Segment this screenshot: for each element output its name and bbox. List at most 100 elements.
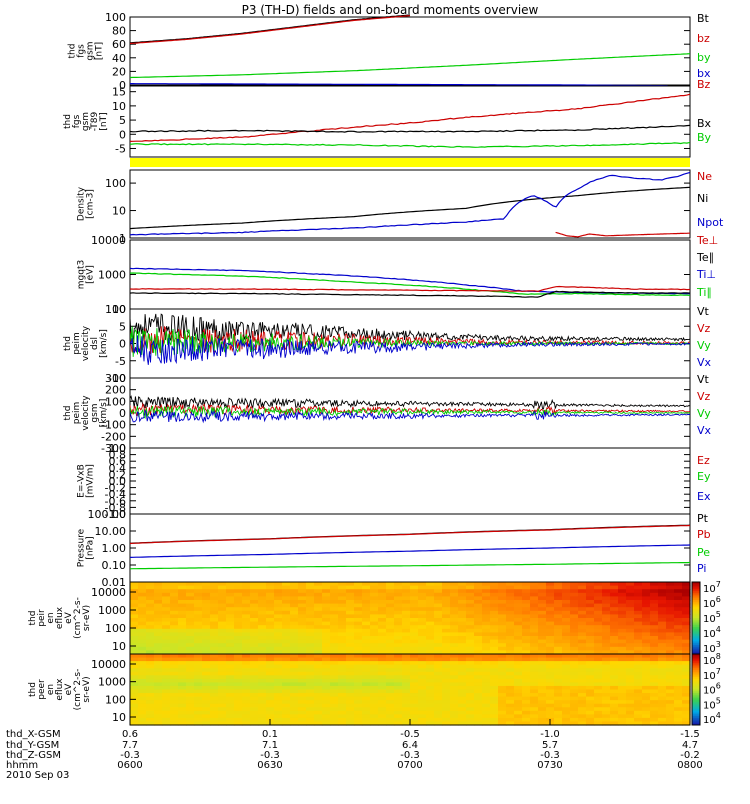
- peer-ylabel-line: thd: [28, 682, 38, 697]
- series-temperature-Ti: [130, 272, 690, 297]
- y-tick-label: 0.01: [102, 576, 127, 589]
- ephemeris-label: thd_Z-GSM: [6, 750, 61, 761]
- pressure-ylabel-line: [nPa]: [86, 536, 96, 559]
- y-tick-label: 60: [112, 38, 126, 51]
- panel-frame: [129, 513, 691, 583]
- y-tick-label: -0.8: [105, 501, 126, 514]
- panel-frame: [129, 447, 691, 515]
- flag-bar: [130, 158, 690, 167]
- spectrogram-peer: 10000 1000 100 10 thd peer en eflux eV (cm^2-s-sr…: [28, 652, 721, 726]
- colorbar-tick-label: 103: [703, 640, 721, 655]
- series-pressure-Pi: [130, 544, 690, 558]
- ephemeris-value: -1.5: [680, 729, 700, 740]
- legend-density-Ni: Ni: [697, 192, 708, 205]
- peim_gsm-ylabel-line: [km/s]: [99, 399, 109, 428]
- t89-ylabel-line: fgs: [72, 114, 82, 128]
- y-tick-label: 10000: [91, 658, 126, 671]
- panel-efield: 1.00.80.60.40.20.0-0.2-0.4-0.6-0.8-1.0 E=…: [77, 442, 711, 521]
- peir-ylabel-line: (cm^2-s-: [73, 597, 83, 639]
- peim_dsl-ylabel-line: thd: [63, 336, 73, 351]
- fgs-ylabel-line: fgs: [77, 44, 87, 58]
- series-t89-Bx: [130, 124, 690, 133]
- peim_dsl-ylabel-line: velocity: [81, 325, 91, 361]
- ephemeris-value: -0.2: [680, 750, 700, 761]
- y-tick-label: -200: [101, 430, 126, 443]
- peer-ylabel-line: eflux: [55, 678, 65, 701]
- peer-ylabel-line: eV: [64, 683, 74, 696]
- y-tick-label: 0: [119, 128, 126, 141]
- y-tick-label: 20: [112, 65, 126, 78]
- y-tick-label: 1.0: [109, 442, 127, 455]
- series-temperature-Te: [130, 285, 690, 293]
- legend-fgs-bz: bz: [697, 32, 710, 45]
- y-tick-label: 100.00: [88, 508, 127, 521]
- peir-ylabel-line: en: [46, 612, 56, 623]
- y-tick-label: -0.4: [105, 488, 126, 501]
- peim_gsm-ylabel-line: thd: [63, 406, 73, 421]
- peir-ylabel-line: eV: [64, 611, 74, 624]
- efield-ylabel-line: E=-VxB: [77, 464, 87, 498]
- density-ylabel-line: Density: [77, 186, 87, 221]
- y-tick-label: 1000: [98, 676, 126, 689]
- ephemeris-value: -0.5: [400, 729, 420, 740]
- legend-peim_gsm-Vx: Vx: [697, 424, 712, 437]
- y-tick-label: -0.2: [105, 482, 126, 495]
- y-tick-label: -100: [101, 419, 126, 432]
- colorbar-tick-label: 105: [703, 696, 721, 711]
- y-tick-label: 0.10: [102, 559, 127, 572]
- y-tick-label: 100: [105, 622, 126, 635]
- legend-pressure-Pb: Pb: [697, 528, 711, 541]
- panel-frame: [129, 16, 691, 86]
- panel-frame: [129, 377, 691, 449]
- y-tick-label: 100: [105, 177, 126, 190]
- series-fgs-by: [130, 53, 690, 79]
- y-tick-label: 100: [105, 303, 126, 316]
- y-tick-label: 10: [112, 100, 126, 113]
- colorbar-tick-label: 105: [703, 610, 721, 625]
- y-tick-label: -0.6: [105, 495, 126, 508]
- t89-ylabel-line: thd: [63, 114, 73, 129]
- peim_dsl-ylabel-line: peim: [72, 332, 82, 355]
- legend-peim_dsl-Vy: Vy: [697, 339, 711, 352]
- panel-density: 100 10 1 Density [cm-3] Ne Ni Npot: [77, 169, 724, 245]
- peir-ylabel-line: eflux: [55, 606, 65, 629]
- peim_gsm-ylabel-line: peim: [72, 402, 82, 425]
- panel-frame: [129, 85, 691, 158]
- panel-frame: [129, 169, 691, 239]
- y-tick-label: 10: [112, 640, 126, 653]
- series-density-Npot: [130, 171, 690, 236]
- series-pressure-Pe: [130, 561, 690, 570]
- pressure-ylabel-line: Pressure: [77, 528, 87, 567]
- density-ylabel-line: [cm-3]: [86, 189, 96, 219]
- legend-temperature-Ti: Ti∥: [696, 286, 712, 299]
- panel-pressure: 100.00 10.00 1.00 0.10 0.01 Pressure [nPa] Pt Pb…: [77, 508, 711, 589]
- ephemeris-value: 0700: [397, 760, 422, 771]
- peer-ylabel-line: (cm^2-s-: [73, 669, 83, 711]
- heatmap-cells: [130, 582, 691, 655]
- y-tick-label: 1.00: [102, 542, 127, 555]
- y-tick-label: 0: [119, 79, 126, 92]
- heatmap-cells: [130, 654, 691, 726]
- legend-fgs-by: by: [697, 51, 711, 64]
- ephemeris-value: 0600: [117, 760, 142, 771]
- y-tick-label: 300: [105, 372, 126, 385]
- peir-ylabel-line: thd: [28, 611, 38, 626]
- legend-t89-Bx: Bx: [697, 117, 712, 130]
- ephemeris-value: -1.0: [540, 729, 560, 740]
- ephemeris-value: 7.1: [262, 740, 278, 751]
- y-tick-label: 0: [119, 407, 126, 420]
- ephemeris-value: 0800: [677, 760, 702, 771]
- ephemeris-label: thd_Y-GSM: [6, 740, 59, 751]
- legend-fgs-bx: bx: [697, 67, 711, 80]
- ephemeris-value: 7.7: [122, 740, 138, 751]
- legend-peim_gsm-Vy: Vy: [697, 407, 711, 420]
- colorbar-tick-label: 107: [703, 667, 721, 682]
- series-peim_gsm-Vt: [130, 395, 690, 410]
- y-tick-label: 10: [112, 711, 126, 724]
- date-label: 2010 Sep 03: [6, 770, 69, 781]
- y-tick-label: -10: [108, 372, 126, 385]
- y-tick-label: 1000: [98, 604, 126, 617]
